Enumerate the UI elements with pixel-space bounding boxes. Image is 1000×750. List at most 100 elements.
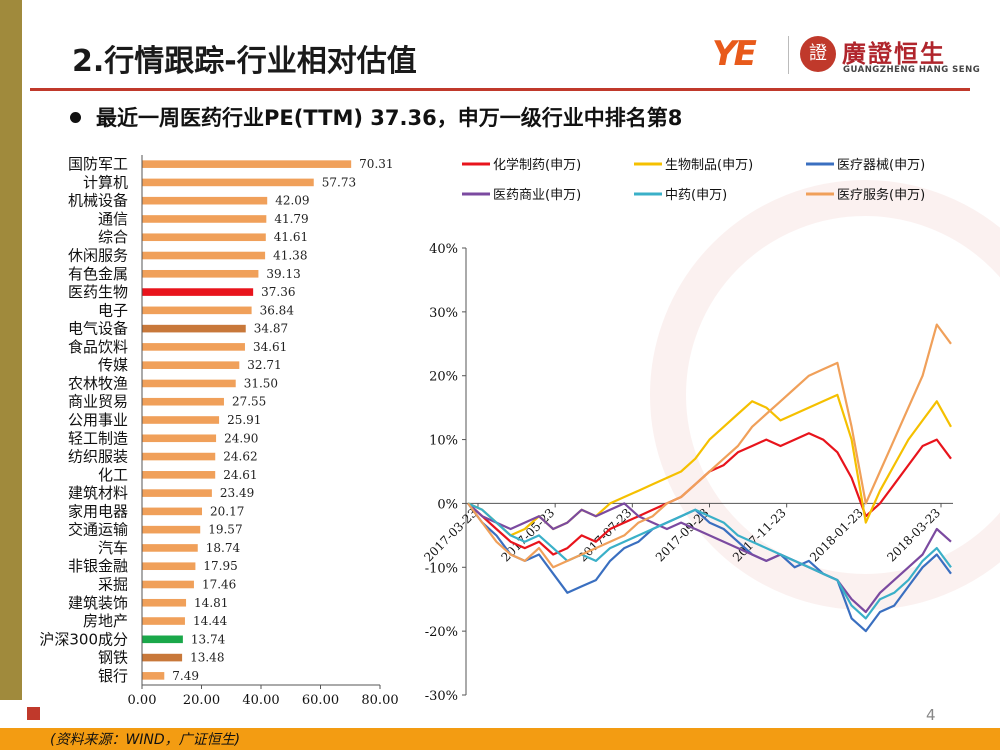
footer-band xyxy=(0,728,1000,750)
x-tick-label: 2017-03-23 xyxy=(421,506,480,565)
value-label: 41.79 xyxy=(274,212,308,226)
category-label: 医药生物 xyxy=(68,283,128,301)
page-number: 4 xyxy=(926,706,936,724)
x-tick-label: 60.00 xyxy=(302,693,339,708)
value-label: 41.38 xyxy=(273,249,307,263)
bar-非银金融 xyxy=(142,562,196,571)
bullet-icon xyxy=(70,112,81,123)
series-line-医疗器械(申万) xyxy=(467,502,952,633)
bar-钢铁 xyxy=(142,653,183,662)
bar-化工 xyxy=(142,471,216,479)
category-label: 房地产 xyxy=(83,612,128,630)
legend-label: 化学制药(申万) xyxy=(493,157,581,173)
footer-marker xyxy=(27,707,40,720)
bar-综合 xyxy=(142,233,266,242)
x-tick-label: 0.00 xyxy=(128,693,157,708)
value-label: 18.74 xyxy=(206,541,241,555)
category-label: 钢铁 xyxy=(98,649,128,667)
legend-label: 医疗服务(申万) xyxy=(837,187,925,203)
value-label: 34.61 xyxy=(253,340,287,354)
category-label: 汽车 xyxy=(98,539,128,557)
y-tick-label: 20% xyxy=(429,370,458,385)
category-label: 商业贸易 xyxy=(68,393,128,411)
bar-食品饮料 xyxy=(142,343,245,351)
value-label: 13.74 xyxy=(191,632,226,646)
bar-电子 xyxy=(142,306,252,315)
category-label: 非银金融 xyxy=(68,557,128,575)
value-label: 36.84 xyxy=(260,303,295,317)
legend-label: 生物制品(申万) xyxy=(665,158,753,173)
category-label: 通信 xyxy=(98,210,128,228)
category-label: 休闲服务 xyxy=(68,247,128,265)
bar-轻工制造 xyxy=(142,434,217,443)
logo-divider xyxy=(788,36,789,74)
bar-纺织服装 xyxy=(142,452,216,461)
bar-采掘 xyxy=(142,580,194,589)
value-label: 32.71 xyxy=(247,358,281,372)
bar-有色金属 xyxy=(142,269,259,278)
y-tick-label: 30% xyxy=(429,306,458,321)
bar-汽车 xyxy=(142,544,198,552)
bar-银行 xyxy=(142,672,165,680)
subtitle: 最近一周医药行业PE(TTM) 37.36，申万一级行业中排名第8 xyxy=(96,106,683,130)
value-label: 14.44 xyxy=(193,614,228,628)
value-label: 42.09 xyxy=(275,194,309,208)
value-label: 31.50 xyxy=(244,376,278,390)
bar-机械设备 xyxy=(142,196,268,205)
logo-name-cn: 廣證恒生 xyxy=(842,40,946,68)
bar-房地产 xyxy=(142,617,185,625)
value-label: 37.36 xyxy=(261,285,295,299)
bar-农林牧渔 xyxy=(142,379,236,388)
value-label: 57.73 xyxy=(322,175,356,189)
value-label: 13.48 xyxy=(190,651,224,665)
x-tick-label: 2017-05-23 xyxy=(498,506,557,565)
value-label: 70.31 xyxy=(359,157,393,171)
value-label: 14.81 xyxy=(194,596,228,610)
series-line-中药(申万) xyxy=(467,502,952,620)
logo-name-en: GUANGZHENG HANG SENG xyxy=(843,65,981,75)
y-tick-label: 10% xyxy=(429,434,458,449)
logo-seal-icon: 證 xyxy=(800,36,836,72)
bar-国防军工 xyxy=(142,160,352,168)
bar-计算机 xyxy=(142,178,314,187)
category-label: 有色金属 xyxy=(68,265,128,283)
value-label: 24.62 xyxy=(223,450,257,464)
value-label: 20.17 xyxy=(210,504,244,518)
bar-商业贸易 xyxy=(142,397,224,406)
bar-公用事业 xyxy=(142,416,220,424)
value-label: 17.46 xyxy=(202,577,236,591)
y-tick-label: 40% xyxy=(429,242,458,257)
bar-沪深300成分 xyxy=(142,635,183,644)
x-tick-label: 80.00 xyxy=(361,693,398,708)
bar-医药生物 xyxy=(142,288,254,296)
value-label: 17.95 xyxy=(203,559,237,573)
category-label: 轻工制造 xyxy=(68,429,128,447)
category-label: 国防军工 xyxy=(68,155,128,173)
category-label: 建筑装饰 xyxy=(68,594,128,612)
value-label: 7.49 xyxy=(172,669,199,683)
category-label: 农林牧渔 xyxy=(68,374,128,392)
category-label: 交通运输 xyxy=(68,521,128,539)
value-label: 19.57 xyxy=(208,523,242,537)
category-label: 电气设备 xyxy=(68,320,128,338)
category-label: 家用电器 xyxy=(68,502,128,520)
page-title: 2.行情跟踪-行业相对估值 xyxy=(72,44,417,79)
bar-交通运输 xyxy=(142,525,201,534)
value-label: 24.61 xyxy=(223,468,257,482)
legend-label: 医药商业(申万) xyxy=(493,188,581,203)
category-label: 建筑材料 xyxy=(68,484,128,502)
series-line-医疗服务(申万) xyxy=(467,323,952,569)
category-label: 食品饮料 xyxy=(68,338,128,356)
legend-label: 医疗器械(申万) xyxy=(837,158,925,173)
value-label: 34.87 xyxy=(254,322,288,336)
left-decor-bar xyxy=(0,0,22,700)
category-label: 采掘 xyxy=(98,575,128,593)
x-tick-label: 2017-09-23 xyxy=(653,506,712,565)
value-label: 24.90 xyxy=(224,431,258,445)
bar-家用电器 xyxy=(142,507,203,516)
bar-休闲服务 xyxy=(142,251,266,260)
category-label: 纺织服装 xyxy=(68,448,128,466)
value-label: 23.49 xyxy=(220,486,254,500)
